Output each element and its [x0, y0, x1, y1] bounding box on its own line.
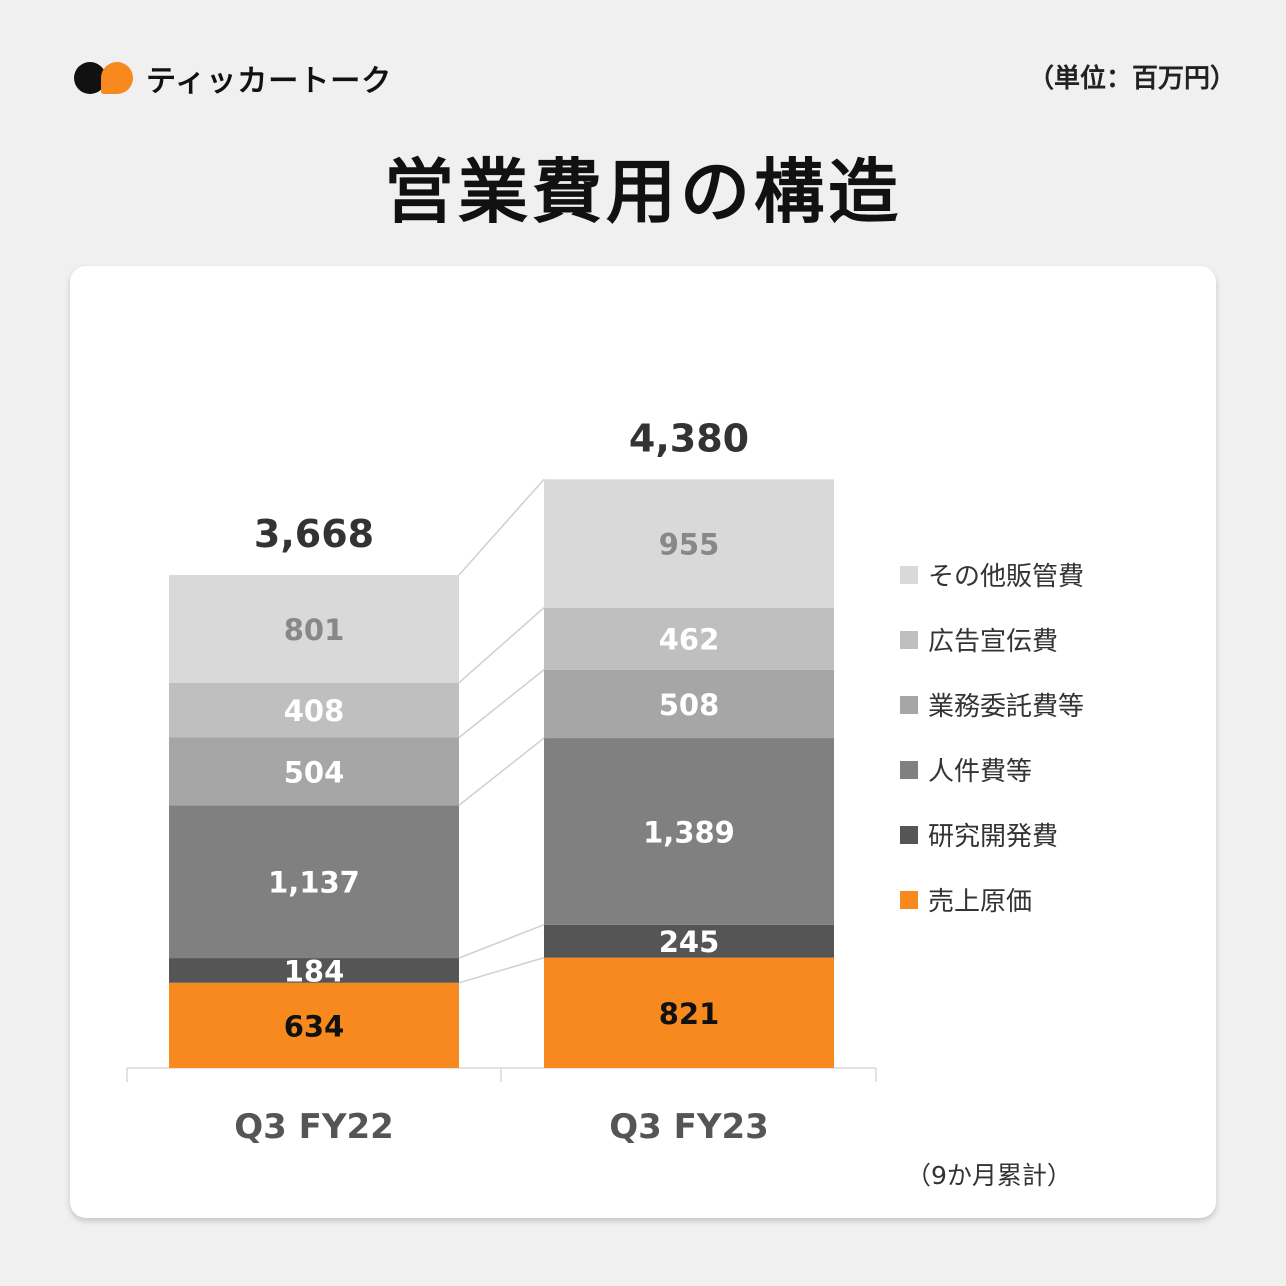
legend-swatch [900, 825, 918, 844]
legend-swatch [900, 890, 918, 909]
bar-0-1 [544, 957, 834, 1068]
legend-label: 売上原価 [928, 887, 1033, 917]
value-label-1-1: 245 [659, 925, 720, 959]
connector-line-3 [458, 737, 545, 806]
bar-2-0 [169, 805, 459, 959]
legend-label: 研究開発費 [928, 822, 1059, 852]
connector-line-top [458, 478, 545, 576]
connector-line-2 [458, 924, 545, 959]
legend-label: 広告宣伝費 [928, 627, 1059, 657]
unit-label: （単位：百万円） [1027, 64, 1236, 94]
bar-2-1 [544, 738, 834, 925]
category-label-1: Q3 FY23 [609, 1107, 769, 1147]
page-title: 営業費用の構造 [384, 151, 902, 233]
legend-item: 広告宣伝費 [900, 607, 1084, 672]
bar-5-1 [544, 479, 834, 608]
value-label-2-0: 1,137 [268, 866, 360, 900]
legend-item: 研究開発費 [900, 802, 1084, 867]
bar-1-1 [544, 924, 834, 958]
brand-name: ティッカートーク [146, 64, 393, 99]
legend-swatch [900, 630, 918, 649]
value-label-1-0: 184 [284, 954, 345, 988]
legend-item: 業務委託費等 [900, 672, 1084, 737]
stacked-bar-chart: 634 821 184 245 1,137 1,389 504 508 408 462 801 955… [126, 416, 877, 1147]
value-label-0-0: 634 [284, 1009, 345, 1043]
bar-3-1 [544, 669, 834, 739]
brand: ティッカートーク [74, 56, 392, 100]
bar-0-0 [169, 982, 459, 1068]
value-label-5-0: 801 [284, 613, 345, 647]
value-label-0-1: 821 [659, 997, 720, 1031]
legend: その他販管費 広告宣伝費業務委託費等 人件費等研究開発費売上原価 [900, 542, 1084, 932]
bar-4-0 [169, 682, 459, 738]
cumulative-note: （9か月累計） [906, 1161, 1072, 1190]
legend-swatch [900, 695, 918, 714]
legend-item: その他販管費 [900, 542, 1084, 607]
value-label-5-1: 955 [659, 528, 720, 562]
total-label-1: 4,380 [629, 416, 749, 460]
value-label-4-0: 408 [284, 694, 345, 728]
total-label-0: 3,668 [254, 512, 374, 556]
legend-item: 売上原価 [900, 867, 1084, 932]
legend-label: 業務委託費等 [928, 692, 1085, 722]
bar-3-0 [169, 737, 459, 806]
legend-item: 人件費等 [900, 737, 1084, 802]
legend-label: 人件費等 [928, 757, 1033, 787]
connector-line-1 [458, 956, 545, 984]
connector-line-4 [458, 669, 545, 739]
ticker-talk-logo-icon [74, 58, 136, 98]
bar-5-0 [169, 575, 459, 683]
value-label-3-1: 508 [659, 688, 720, 722]
value-label-3-0: 504 [284, 755, 345, 789]
value-label-2-1: 1,389 [643, 815, 735, 849]
value-label-4-1: 462 [659, 623, 720, 657]
legend-label: その他販管費 [928, 562, 1085, 592]
connector-line-5 [458, 607, 545, 684]
chart-card: 634 821 184 245 1,137 1,389 504 508 408 462 801 955… [70, 266, 1216, 1218]
bar-1-0 [169, 958, 459, 983]
category-label-0: Q3 FY22 [234, 1107, 394, 1147]
legend-swatch [900, 760, 918, 779]
legend-swatch [900, 565, 918, 584]
bar-4-1 [544, 607, 834, 670]
